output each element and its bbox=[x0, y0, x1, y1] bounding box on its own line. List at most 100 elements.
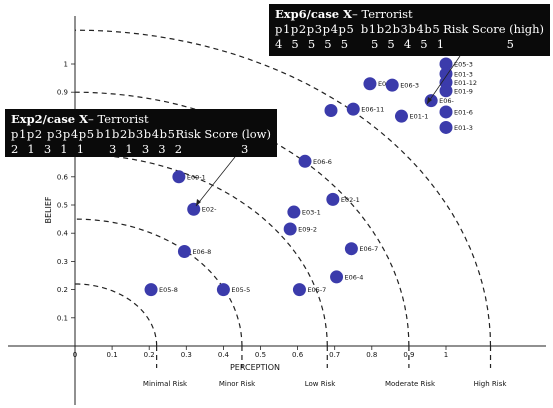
y-tick-label: 0.4 bbox=[57, 230, 69, 238]
callout-high-header-row: p1p2p3p4p5 b1b2b3b4b5 Risk Score (high) bbox=[275, 22, 544, 37]
data-point bbox=[346, 102, 360, 116]
callout-low-perception-head: p1p2 p3p4p5 bbox=[11, 127, 95, 141]
data-point-label: E06-7 bbox=[359, 245, 378, 253]
data-point bbox=[283, 222, 297, 236]
region-label: Low Risk bbox=[305, 380, 336, 388]
x-tick-label: 0.3 bbox=[181, 351, 192, 359]
callout-high-perception-vals: 4 5 5 5 5 bbox=[275, 37, 349, 51]
data-point-label: E06-4 bbox=[345, 273, 364, 281]
x-ticks: 0 0.1 0.2 0.3 0.4 0.5 0.6 0.7 0.8 0.9 1 bbox=[73, 346, 448, 359]
callout-low-value-row: 2 1 3 1 1 3 1 3 3 2 3 bbox=[11, 142, 271, 157]
data-point bbox=[144, 283, 158, 297]
data-point-label: E01-3 bbox=[454, 70, 473, 78]
callout-low-subtitle: – Terrorist bbox=[88, 112, 149, 126]
y-tick-label: 0.3 bbox=[57, 258, 68, 266]
data-point bbox=[385, 78, 399, 92]
data-point bbox=[439, 84, 453, 98]
callout-low-risk: Exp2/case X – Terrorist p1p2 p3p4p5 b1b2… bbox=[5, 109, 277, 157]
x-tick-label: 0.9 bbox=[403, 351, 414, 359]
region-label: Moderate Risk bbox=[385, 380, 436, 388]
data-point-label: E05-8 bbox=[159, 286, 178, 294]
callout-high-subtitle: – Terrorist bbox=[352, 7, 413, 21]
region-label: Minor Risk bbox=[219, 380, 256, 388]
y-tick-label: 0.9 bbox=[57, 89, 68, 97]
y-ticks: 0.10.20.30.40.50.60.70.80.91 bbox=[57, 61, 75, 322]
data-point bbox=[298, 154, 312, 168]
callout-high-belief-head: b1b2b3b4b5 bbox=[360, 22, 441, 36]
arrow-high-head bbox=[427, 97, 432, 104]
y-axis-title: BELIEF bbox=[44, 196, 53, 223]
data-point bbox=[187, 202, 201, 216]
data-point bbox=[344, 242, 358, 256]
callout-low-title-row: Exp2/case X – Terrorist bbox=[11, 112, 271, 127]
data-point-label: E01-6 bbox=[454, 108, 473, 116]
risk-curve-5 bbox=[74, 29, 492, 347]
x-tick-label: 0.2 bbox=[144, 351, 155, 359]
data-point-label: E09-2 bbox=[298, 225, 317, 233]
callout-low-title: Exp2/case X bbox=[11, 112, 89, 126]
x-tick-label: 0.4 bbox=[218, 351, 230, 359]
callout-high-perception-head: p1p2p3p4p5 bbox=[275, 22, 355, 36]
x-tick-label: 1 bbox=[444, 351, 448, 359]
arrow-low bbox=[195, 156, 236, 207]
data-point bbox=[292, 283, 306, 297]
risk-curve-4 bbox=[74, 91, 410, 347]
data-points: E05-3E01-3E01-12E01-9E06-3E06-3E06-E01-6… bbox=[144, 57, 477, 297]
region-label: High Risk bbox=[474, 380, 508, 388]
y-tick-label: 1 bbox=[64, 61, 68, 69]
y-tick-label: 0.5 bbox=[57, 202, 68, 210]
callout-low-score-val: 3 bbox=[241, 142, 249, 156]
callout-high-value-row: 4 5 5 5 5 5 5 4 5 1 5 bbox=[275, 37, 544, 52]
data-point bbox=[287, 205, 301, 219]
risk-curve-2 bbox=[74, 218, 243, 347]
callout-arrows bbox=[195, 55, 461, 207]
x-tick-label: 0.8 bbox=[366, 351, 377, 359]
y-tick-label: 0.6 bbox=[57, 173, 69, 181]
data-point bbox=[439, 105, 453, 119]
data-point-label: E06-3 bbox=[400, 82, 419, 90]
data-point-label: E05-5 bbox=[231, 286, 250, 294]
callout-low-belief-vals: 3 1 3 3 2 bbox=[109, 142, 183, 156]
data-point-label: E06-6 bbox=[313, 158, 332, 166]
data-point bbox=[439, 57, 453, 71]
data-point bbox=[394, 109, 408, 123]
callout-high-title: Exp6/case X bbox=[275, 7, 353, 21]
callout-high-score-val: 5 bbox=[506, 37, 514, 51]
data-point-label: E05-3 bbox=[454, 61, 473, 69]
data-point-label: E09-1 bbox=[187, 173, 206, 181]
x-tick-label: 0.1 bbox=[107, 351, 118, 359]
x-tick-label: 0.5 bbox=[255, 351, 266, 359]
risk-region-labels: Minimal Risk Minor Risk Low Risk Moderate R… bbox=[143, 380, 507, 388]
callout-low-score-head: Risk Score (low) bbox=[175, 127, 271, 141]
data-point bbox=[363, 77, 377, 91]
data-point-label: E06-11 bbox=[361, 106, 384, 114]
data-point-label: E05-7 bbox=[307, 286, 326, 294]
data-point bbox=[172, 170, 186, 184]
x-tick-label: 0.6 bbox=[292, 351, 304, 359]
arrow-low-head bbox=[196, 199, 201, 206]
region-label: Minimal Risk bbox=[143, 380, 188, 388]
data-point bbox=[177, 245, 191, 259]
callout-low-header-row: p1p2 p3p4p5 b1b2b3b4b5 Risk Score (low) bbox=[11, 127, 271, 142]
callout-high-title-row: Exp6/case X – Terrorist bbox=[275, 7, 544, 22]
callout-high-risk: Exp6/case X – Terrorist p1p2p3p4p5 b1b2b… bbox=[269, 4, 550, 56]
data-point-label: E02-1 bbox=[341, 196, 360, 204]
data-point-label: E01-1 bbox=[409, 113, 428, 121]
data-point bbox=[216, 283, 230, 297]
data-point-label: E03-1 bbox=[302, 209, 321, 217]
data-point bbox=[330, 270, 344, 284]
data-point-label: E01-9 bbox=[454, 87, 473, 95]
data-point bbox=[326, 192, 340, 206]
y-tick-label: 0.2 bbox=[57, 286, 68, 294]
risk-curve-1 bbox=[75, 283, 158, 346]
data-point-label: E06- bbox=[439, 97, 454, 105]
arrow-high bbox=[426, 55, 461, 105]
axes bbox=[8, 16, 546, 405]
data-point bbox=[439, 120, 453, 134]
y-tick-label: 0.1 bbox=[57, 314, 68, 322]
data-point-label: E06-8 bbox=[192, 248, 211, 256]
callout-low-perception-vals: 2 1 3 1 1 bbox=[11, 142, 85, 156]
data-point bbox=[324, 104, 338, 118]
x-tick-label: 0 bbox=[73, 351, 77, 359]
